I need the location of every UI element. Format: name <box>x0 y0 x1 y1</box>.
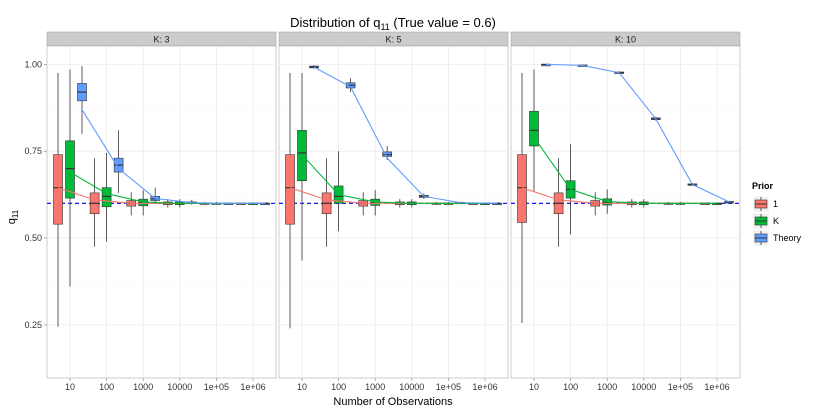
facet-strip-label: K: 3 <box>153 35 169 45</box>
trend-line-K <box>533 136 717 204</box>
legend-label: 1 <box>773 199 778 209</box>
x-tick-label: 1e+05 <box>204 382 229 392</box>
box <box>297 130 307 182</box>
y-tick-label: 1.00 <box>24 59 42 69</box>
x-tick-label: 10 <box>65 382 75 392</box>
facet-strip-label: K: 5 <box>385 35 401 45</box>
box <box>65 140 75 199</box>
x-tick-label: 10000 <box>631 382 656 392</box>
legend-title: Prior <box>752 181 774 191</box>
panel-1: K: 3 10 100 1000 10000 1e+05 1e+06 0.25 0.50 0.75… <box>24 31 277 392</box>
x-tick-label: 1000 <box>365 382 385 392</box>
y-tick-label: 0.25 <box>24 320 42 330</box>
gridlines <box>47 46 276 378</box>
x-tick-label: 1e+05 <box>436 382 461 392</box>
x-tick-label: 10 <box>297 382 307 392</box>
x-tick-label: 1000 <box>133 382 153 392</box>
legend-label: Theory <box>773 233 802 243</box>
legend-item: K <box>752 212 779 230</box>
x-tick-label: 100 <box>563 382 578 392</box>
trend-line-Theory <box>313 66 498 204</box>
x-tick-label: 10000 <box>399 382 424 392</box>
x-axis-label: Number of Observations <box>333 396 453 408</box>
y-tick-label: 0.50 <box>24 233 42 243</box>
panel-background <box>278 45 509 379</box>
box <box>101 187 112 208</box>
facet-strip-label: K: 10 <box>615 35 636 45</box>
x-tick-label: 1e+05 <box>668 382 693 392</box>
legend-item: Theory <box>752 229 802 247</box>
x-tick-label: 10000 <box>167 382 192 392</box>
box <box>529 110 539 147</box>
panel-background <box>46 45 277 379</box>
x-tick-label: 100 <box>99 382 114 392</box>
trend-line-Theory <box>81 109 265 204</box>
chart-title: Distribution of q11 (True value = 0.6) <box>290 15 496 32</box>
y-axis-label: q11 <box>6 209 20 224</box>
panel-3: K: 10 10 100 1000 10000 1e+05 1e+06 <box>510 31 741 392</box>
box <box>285 154 295 225</box>
facet-panels: K: 3 10 100 1000 10000 1e+05 1e+06 0.25 0.50 0.75… <box>24 31 741 392</box>
trend-line-Theory <box>545 63 730 203</box>
panel-2: K: 5 10 100 1000 10000 1e+05 1e+06 <box>278 31 509 392</box>
legend: Prior 1 K Theory <box>752 181 802 247</box>
x-tick-label: 10 <box>529 382 539 392</box>
legend-item: 1 <box>752 195 778 213</box>
legend-label: K <box>773 216 779 226</box>
x-tick-label: 1e+06 <box>704 382 729 392</box>
x-tick-label: 1e+06 <box>240 382 265 392</box>
panel-background <box>510 45 741 379</box>
x-tick-label: 1e+06 <box>472 382 497 392</box>
box <box>53 154 63 225</box>
x-tick-label: 100 <box>331 382 346 392</box>
gridlines <box>279 46 508 378</box>
y-tick-label: 0.75 <box>24 146 42 156</box>
x-tick-label: 1000 <box>597 382 617 392</box>
box <box>517 154 527 223</box>
trend-line-K <box>301 154 485 204</box>
